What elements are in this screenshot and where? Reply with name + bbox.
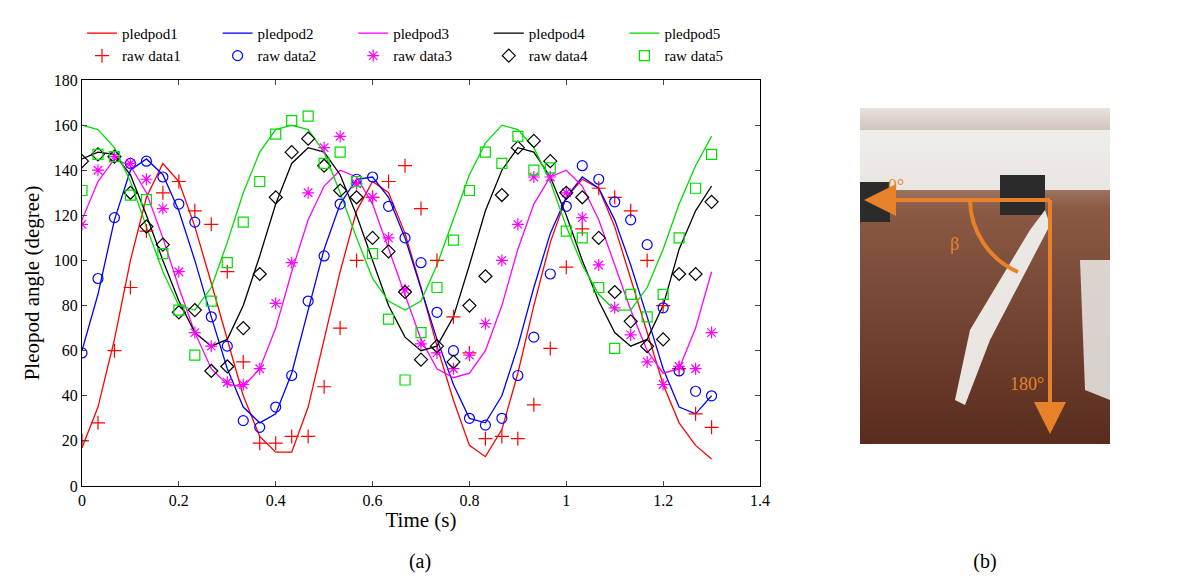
svg-text:120: 120 — [54, 207, 78, 224]
svg-text:0°: 0° — [888, 176, 904, 196]
svg-text:20: 20 — [62, 432, 78, 449]
svg-text:pledpod5: pledpod5 — [664, 26, 720, 42]
svg-text:β: β — [950, 234, 959, 254]
svg-text:180°: 180° — [1010, 374, 1044, 394]
svg-text:0: 0 — [70, 478, 78, 495]
svg-text:1.4: 1.4 — [750, 492, 770, 509]
svg-text:0.4: 0.4 — [266, 492, 286, 509]
svg-text:Pleopod angle (degree): Pleopod angle (degree) — [20, 186, 44, 381]
svg-text:180: 180 — [54, 72, 78, 89]
svg-text:60: 60 — [62, 342, 78, 359]
svg-text:raw data3: raw data3 — [393, 48, 452, 64]
svg-text:1: 1 — [562, 492, 570, 509]
svg-text:0.8: 0.8 — [459, 492, 479, 509]
svg-text:140: 140 — [54, 162, 78, 179]
svg-text:1.2: 1.2 — [653, 492, 673, 509]
svg-text:0.6: 0.6 — [363, 492, 383, 509]
svg-text:raw data1: raw data1 — [122, 48, 181, 64]
svg-text:pledpod2: pledpod2 — [258, 26, 314, 42]
svg-text:raw data5: raw data5 — [664, 48, 723, 64]
svg-text:40: 40 — [62, 387, 78, 404]
svg-text:Time (s): Time (s) — [386, 508, 457, 532]
svg-text:0.2: 0.2 — [169, 492, 189, 509]
html-text:(b): (b) — [973, 550, 997, 572]
html-text:(a): (a) — [408, 550, 432, 572]
svg-text:160: 160 — [54, 117, 78, 134]
svg-text:pledpod4: pledpod4 — [529, 26, 585, 42]
svg-text:raw data4: raw data4 — [529, 48, 588, 64]
svg-text:100: 100 — [54, 252, 78, 269]
svg-text:raw data2: raw data2 — [258, 48, 317, 64]
svg-text:0: 0 — [78, 492, 86, 509]
svg-text:80: 80 — [62, 297, 78, 314]
svg-text:pledpod3: pledpod3 — [393, 26, 449, 42]
svg-text:pledpod1: pledpod1 — [122, 26, 178, 42]
